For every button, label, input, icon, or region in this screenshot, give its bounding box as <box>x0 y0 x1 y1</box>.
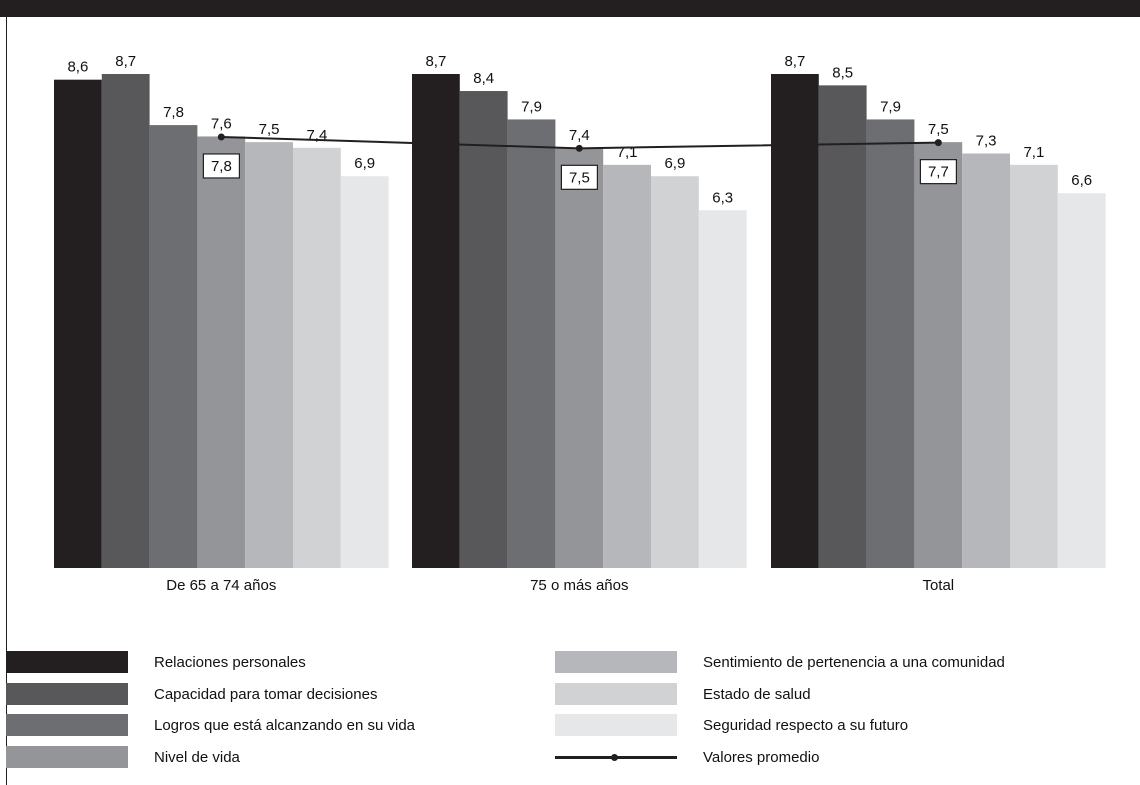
value-label: 8,7 <box>425 53 446 70</box>
bar-estado-de-salud-1 <box>293 147 341 568</box>
legend-swatch <box>6 683 128 705</box>
average-value-label: 7,7 <box>928 164 949 181</box>
bar-nivel-de-vida-2 <box>555 147 604 568</box>
legend-label: Nivel de vida <box>154 748 240 766</box>
value-label: 7,1 <box>1023 144 1044 161</box>
value-label: 8,4 <box>473 70 494 87</box>
value-label: 6,9 <box>664 155 685 172</box>
bar-estado-de-salud-3 <box>1010 164 1058 568</box>
legend-swatch <box>6 714 128 736</box>
value-label: 7,5 <box>259 121 280 138</box>
value-label: 6,9 <box>354 155 375 172</box>
bar-capacidad-para-tomar-decisiones-1 <box>101 74 150 568</box>
average-point <box>217 133 225 141</box>
average-value-label: 7,8 <box>211 158 232 175</box>
value-label: 8,5 <box>832 64 853 81</box>
bar-sentimiento-de-pertenencia-a-una-comunidad-1 <box>245 142 293 568</box>
value-label: 6,3 <box>712 189 733 206</box>
category-label: 75 o más años <box>530 577 628 594</box>
bar-logros-que-esta-alcanzando-en-su-vida-2 <box>507 119 556 568</box>
value-label: 7,3 <box>976 132 997 149</box>
left-rule <box>6 17 7 785</box>
legend-item-seguridad-respecto-a-su-futuro: Seguridad respecto a su futuro <box>555 714 908 736</box>
value-label: 7,9 <box>880 98 901 115</box>
bar-capacidad-para-tomar-decisiones-3 <box>818 85 867 568</box>
average-value-label: 7,5 <box>569 169 590 186</box>
value-label: 7,5 <box>928 121 949 138</box>
legend-label: Relaciones personales <box>154 653 306 671</box>
legend-label: Capacidad para tomar decisiones <box>154 685 378 703</box>
value-label: 8,6 <box>67 59 88 76</box>
bar-nivel-de-vida-1 <box>197 136 246 568</box>
bar-relaciones-personales-2 <box>412 74 460 568</box>
average-value-box <box>560 164 599 190</box>
legend-swatch <box>6 651 128 673</box>
average-point <box>934 139 942 147</box>
average-point <box>575 144 583 152</box>
legend-swatch <box>6 746 128 768</box>
legend-item-valores-promedio: Valores promedio <box>555 746 819 768</box>
category-label: Total <box>922 577 954 594</box>
bar-estado-de-salud-2 <box>651 176 699 568</box>
average-value-box <box>202 153 240 179</box>
legend-swatch <box>555 714 677 736</box>
legend-item-nivel-de-vida: Nivel de vida <box>6 746 240 768</box>
legend-item-capacidad-para-tomar-decisiones: Capacidad para tomar decisiones <box>6 683 377 705</box>
value-label: 8,7 <box>115 53 136 70</box>
legend-item-estado-de-salud: Estado de salud <box>555 683 811 705</box>
legend-item-relaciones-personales: Relaciones personales <box>6 651 306 673</box>
category-label: De 65 a 74 años <box>166 577 276 594</box>
bar-relaciones-personales-1 <box>54 79 102 568</box>
average-value-box <box>919 159 958 185</box>
bar-seguridad-respecto-a-su-futuro-2 <box>698 210 747 568</box>
legend-item-sentimiento-de-pertenencia-a-una-comunidad: Sentimiento de pertenencia a una comunid… <box>555 651 1005 673</box>
bar-sentimiento-de-pertenencia-a-una-comunidad-2 <box>603 164 651 568</box>
legend-swatch <box>555 683 677 705</box>
value-label: 8,7 <box>784 53 805 70</box>
legend-label: Logros que está alcanzando en su vida <box>154 716 416 734</box>
value-label: 7,8 <box>163 104 184 121</box>
legend-label: Estado de salud <box>703 685 811 703</box>
legend-label: Valores promedio <box>703 748 820 766</box>
legend-label: Seguridad respecto a su futuro <box>703 716 909 734</box>
bar-logros-que-esta-alcanzando-en-su-vida-1 <box>149 125 198 568</box>
bar-relaciones-personales-3 <box>771 74 819 568</box>
value-label: 7,6 <box>211 115 232 132</box>
value-label: 6,6 <box>1071 172 1092 189</box>
value-label: 7,4 <box>569 127 590 144</box>
legend-item-logros-que-esta-alcanzando-en-su-vida: Logros que está alcanzando en su vida <box>6 714 415 736</box>
legend-label: Sentimiento de pertenencia a una comunid… <box>703 653 1005 671</box>
bar-seguridad-respecto-a-su-futuro-3 <box>1057 193 1106 568</box>
top-bar <box>0 0 1140 17</box>
value-label: 7,9 <box>521 98 542 115</box>
legend-swatch <box>555 651 677 673</box>
bar-capacidad-para-tomar-decisiones-2 <box>459 91 508 568</box>
legend-line-swatch <box>555 746 677 768</box>
bar-logros-que-esta-alcanzando-en-su-vida-3 <box>866 119 915 568</box>
bar-nivel-de-vida-3 <box>914 142 963 568</box>
bar-sentimiento-de-pertenencia-a-una-comunidad-3 <box>962 153 1010 568</box>
bar-seguridad-respecto-a-su-futuro-1 <box>340 176 389 568</box>
